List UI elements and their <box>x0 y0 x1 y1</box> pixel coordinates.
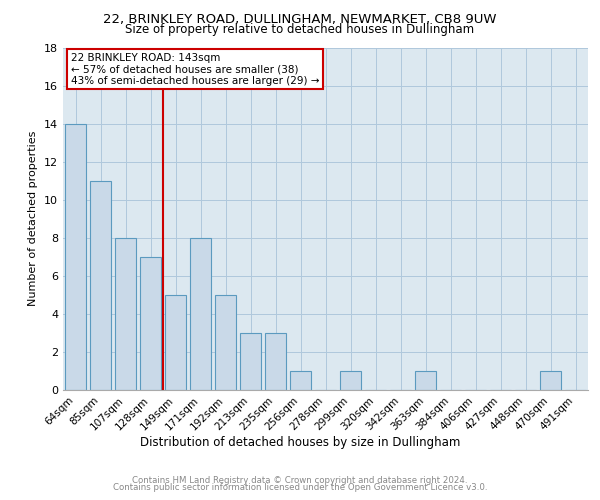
Bar <box>240 333 261 390</box>
Bar <box>540 371 561 390</box>
Bar <box>415 371 436 390</box>
Bar <box>340 371 361 390</box>
Text: Contains public sector information licensed under the Open Government Licence v3: Contains public sector information licen… <box>113 484 487 492</box>
Text: 22 BRINKLEY ROAD: 143sqm
← 57% of detached houses are smaller (38)
43% of semi-d: 22 BRINKLEY ROAD: 143sqm ← 57% of detach… <box>71 52 319 86</box>
Text: Contains HM Land Registry data © Crown copyright and database right 2024.: Contains HM Land Registry data © Crown c… <box>132 476 468 485</box>
Bar <box>165 295 186 390</box>
Bar <box>65 124 86 390</box>
Bar <box>265 333 286 390</box>
Bar <box>290 371 311 390</box>
Bar <box>115 238 136 390</box>
Bar <box>215 295 236 390</box>
Bar <box>140 257 161 390</box>
Y-axis label: Number of detached properties: Number of detached properties <box>28 131 38 306</box>
Text: Size of property relative to detached houses in Dullingham: Size of property relative to detached ho… <box>125 22 475 36</box>
Bar <box>190 238 211 390</box>
Bar <box>90 180 111 390</box>
Text: Distribution of detached houses by size in Dullingham: Distribution of detached houses by size … <box>140 436 460 449</box>
Text: 22, BRINKLEY ROAD, DULLINGHAM, NEWMARKET, CB8 9UW: 22, BRINKLEY ROAD, DULLINGHAM, NEWMARKET… <box>103 12 497 26</box>
